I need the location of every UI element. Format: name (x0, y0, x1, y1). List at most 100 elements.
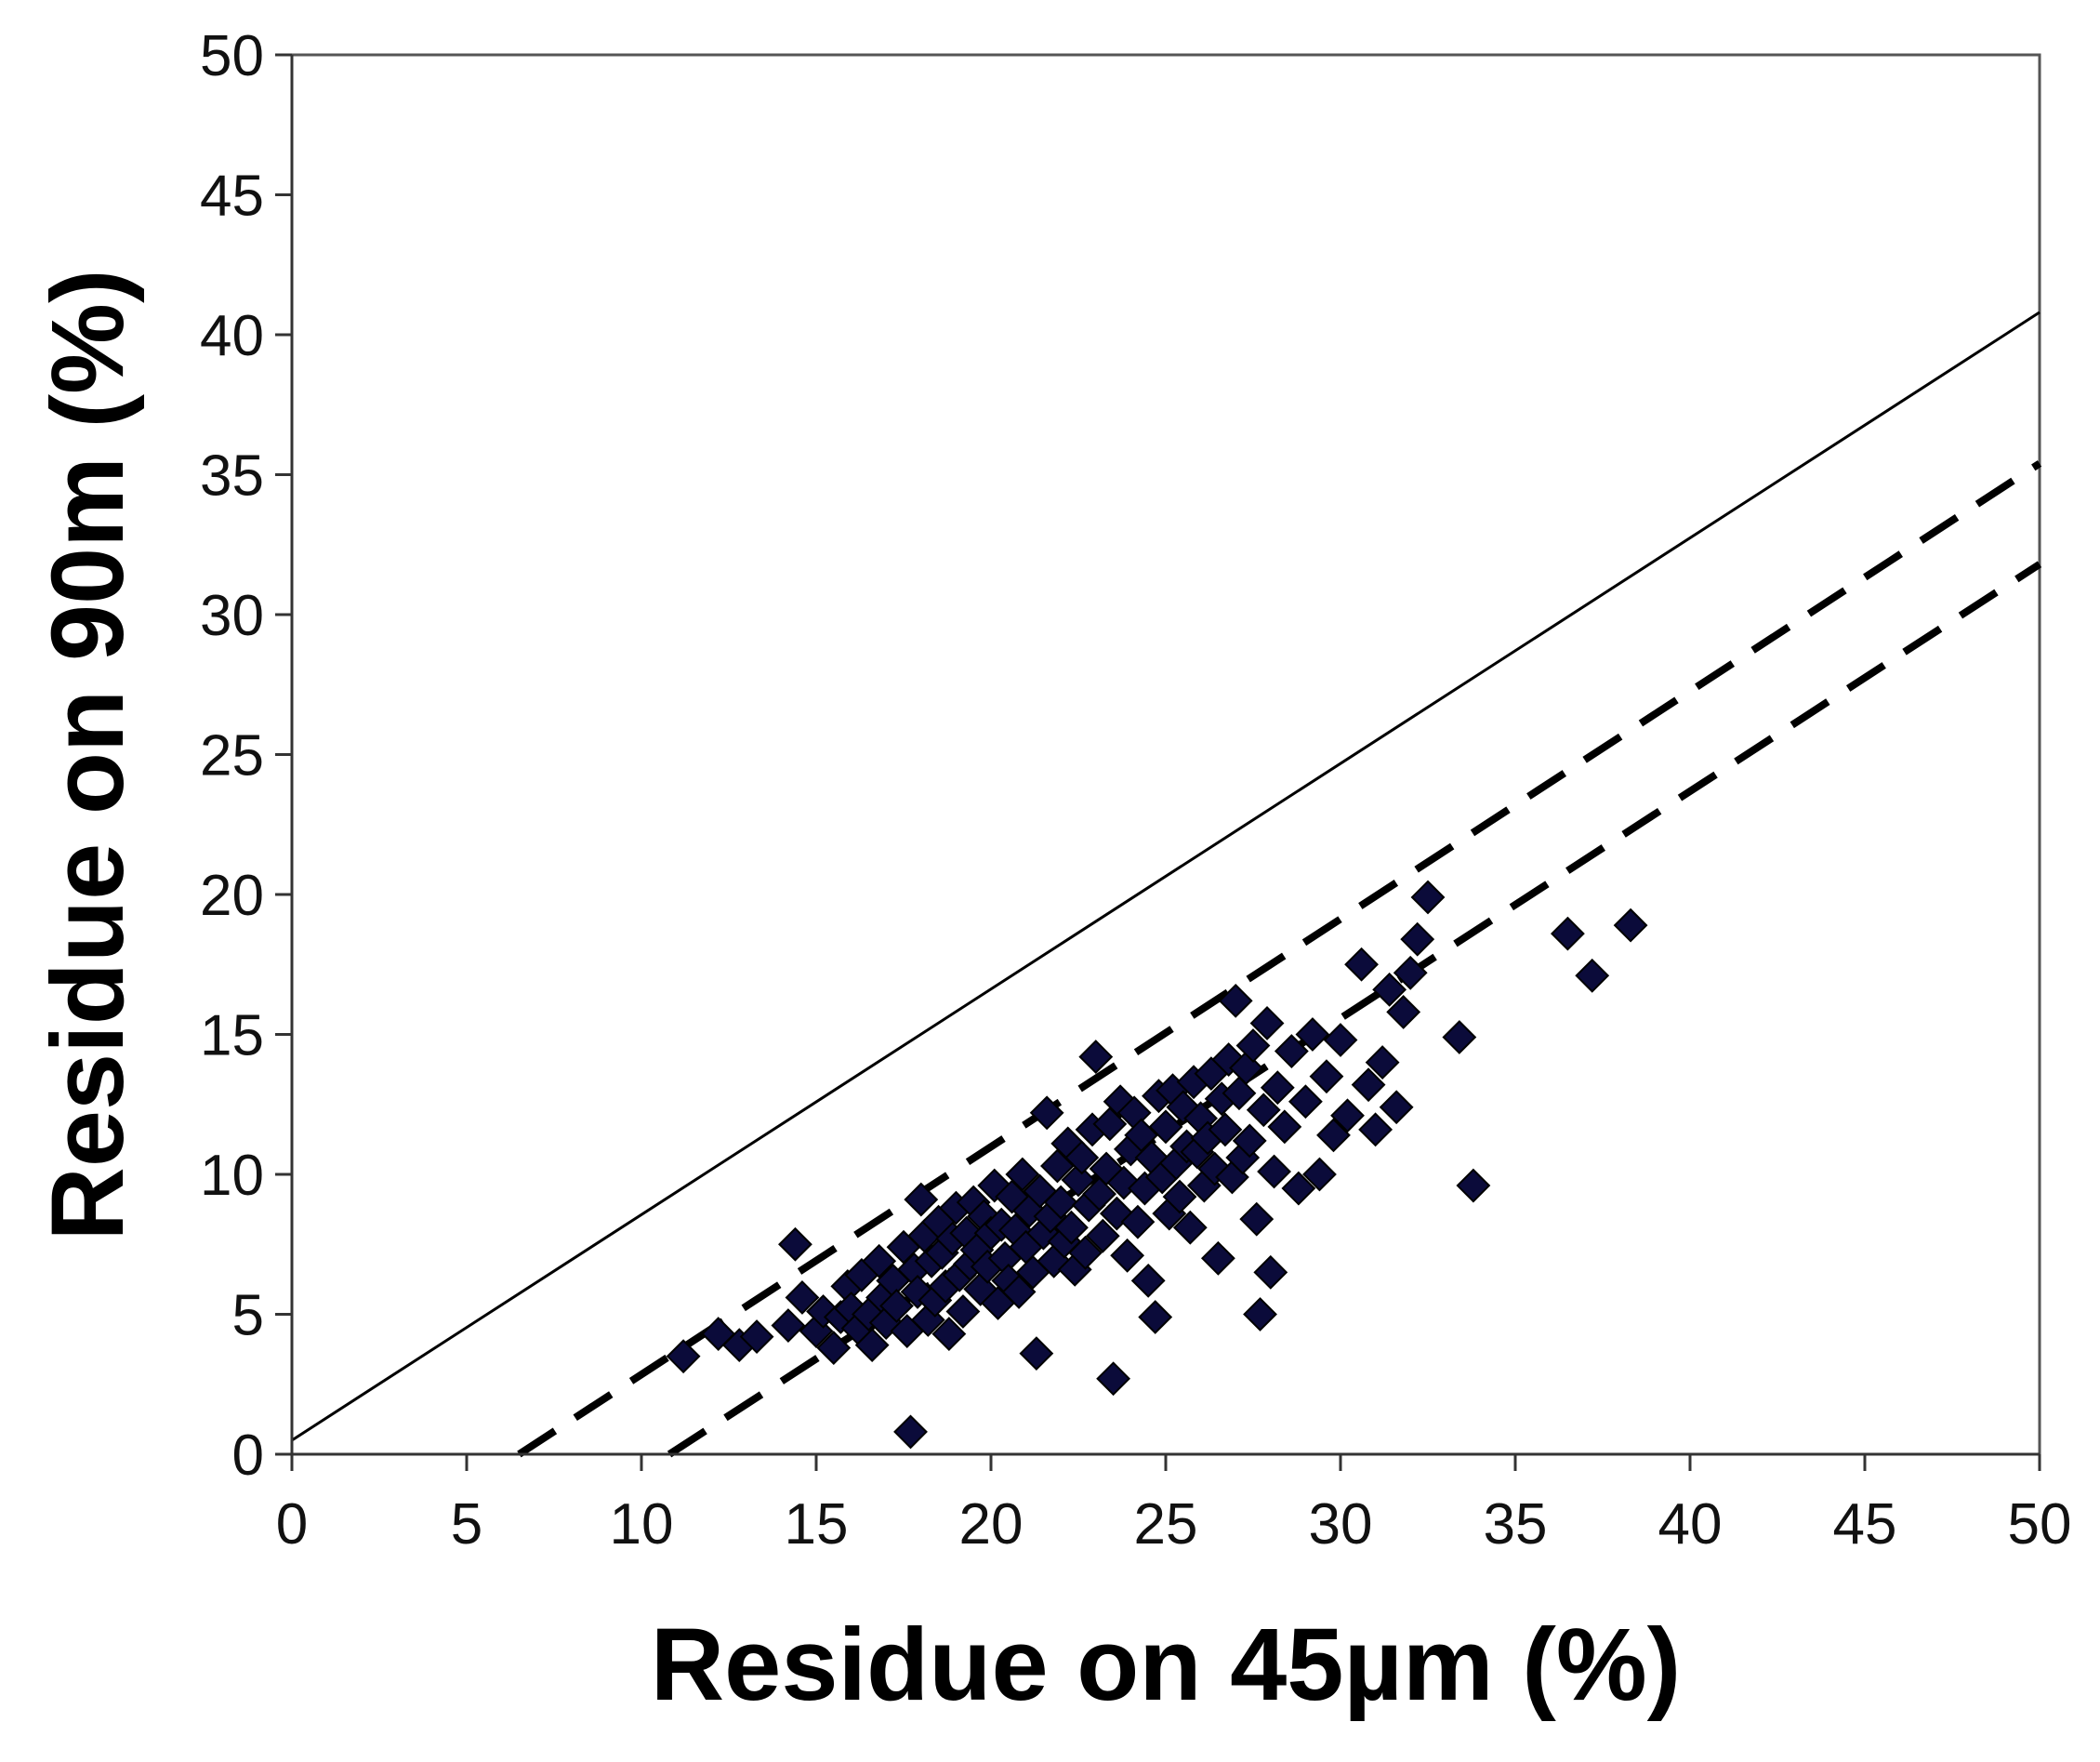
y-tick-label: 25 (200, 724, 264, 788)
x-axis: 0 5 10 15 20 25 30 35 40 45 50 (276, 1452, 2072, 1557)
y-tick-label: 35 (200, 444, 264, 509)
data-point (739, 1319, 774, 1354)
data-point (1253, 1254, 1288, 1290)
data-point (904, 1182, 939, 1217)
data-point (1442, 1020, 1477, 1054)
y-tick-label: 40 (200, 304, 264, 368)
data-point (1309, 1059, 1344, 1094)
x-axis-title: Residue on 45µm (%) (651, 1608, 1682, 1722)
data-point (1274, 1034, 1309, 1068)
y-tick-label: 5 (232, 1284, 264, 1348)
data-point (1120, 1204, 1156, 1239)
data-point (1005, 1157, 1040, 1192)
data-point (1172, 1210, 1208, 1245)
data-point (1232, 1123, 1267, 1159)
data-point (1239, 1201, 1275, 1237)
data-point (1068, 1235, 1103, 1270)
data-point (1281, 1171, 1316, 1206)
data-point (1246, 1093, 1281, 1128)
y-tick-label: 30 (200, 584, 264, 648)
x-tick-label: 30 (1309, 1492, 1373, 1557)
data-point (1043, 1185, 1078, 1220)
y-tick-label: 50 (200, 24, 264, 88)
data-point (1222, 1076, 1257, 1111)
data-point (1386, 995, 1421, 1029)
x-tick-label: 35 (1484, 1492, 1548, 1557)
data-point (1330, 1098, 1365, 1133)
data-point (854, 1328, 890, 1363)
data-point (1365, 1045, 1400, 1080)
data-point (1257, 1154, 1291, 1189)
y-axis-title: Residue on 90m (%) (31, 269, 145, 1240)
data-point (1249, 1006, 1285, 1040)
data-point (1393, 955, 1428, 990)
x-tick-label: 50 (2008, 1492, 2072, 1557)
data-point (1243, 1297, 1277, 1331)
data-point (893, 1414, 928, 1450)
data-point (1575, 958, 1610, 993)
data-point (1001, 1275, 1037, 1309)
data-point (879, 1289, 914, 1323)
data-point (1208, 1112, 1243, 1147)
reference-line (291, 311, 2041, 1442)
data-point (1267, 1109, 1302, 1145)
x-tick-label: 5 (451, 1492, 482, 1557)
y-tick-label: 0 (232, 1424, 264, 1488)
data-point (666, 1339, 701, 1374)
data-point (1410, 880, 1446, 915)
data-point (1323, 1023, 1358, 1057)
x-tick-label: 20 (959, 1492, 1024, 1557)
data-point (1061, 1162, 1096, 1198)
data-point (1260, 1070, 1295, 1106)
data-point (778, 1226, 812, 1262)
data-point (1316, 1118, 1351, 1153)
data-point (816, 1331, 852, 1366)
data-point (1218, 983, 1253, 1018)
data-point (1054, 1210, 1089, 1245)
y-tick-label: 15 (200, 1004, 264, 1068)
data-point (1110, 1238, 1145, 1273)
x-tick-label: 45 (1833, 1492, 1897, 1557)
data-point (1029, 1095, 1064, 1131)
data-point (1200, 1240, 1235, 1276)
data-point (1082, 1176, 1116, 1212)
data-point (1148, 1109, 1183, 1145)
data-point (931, 1317, 967, 1351)
x-tick-label: 0 (276, 1492, 308, 1557)
x-tick-label: 40 (1658, 1492, 1723, 1557)
data-point (1550, 916, 1585, 951)
data-points (666, 880, 1648, 1450)
y-axis: 0 5 10 15 20 25 30 35 40 45 50 (200, 24, 294, 1488)
data-point (1235, 1028, 1271, 1063)
data-point (785, 1280, 820, 1315)
data-point (1372, 972, 1407, 1007)
x-tick-label: 25 (1134, 1492, 1198, 1557)
data-point (1613, 907, 1648, 943)
data-point (1295, 1017, 1330, 1052)
x-tick-label: 10 (610, 1492, 674, 1557)
y-tick-label: 20 (200, 864, 264, 928)
y-tick-label: 10 (200, 1144, 264, 1208)
data-point (1019, 1336, 1054, 1371)
x-tick-label: 15 (785, 1492, 849, 1557)
data-point (1138, 1300, 1173, 1334)
data-point (862, 1243, 897, 1278)
dashed-bound-line-1 (517, 460, 2042, 1458)
data-point (1162, 1179, 1197, 1214)
data-point (1351, 1067, 1386, 1103)
data-point (1078, 1040, 1114, 1074)
data-point (1288, 1084, 1323, 1119)
data-point (945, 1294, 981, 1329)
data-point (1302, 1157, 1337, 1192)
data-point (1130, 1263, 1166, 1298)
data-point (1064, 1140, 1100, 1175)
reference-lines (291, 311, 2042, 1458)
data-point (1358, 1112, 1393, 1147)
data-point (771, 1308, 806, 1343)
data-point (1400, 921, 1435, 957)
data-point (1096, 1361, 1131, 1397)
data-point (1344, 947, 1379, 982)
y-tick-label: 45 (200, 165, 264, 229)
data-point (1379, 1090, 1414, 1125)
